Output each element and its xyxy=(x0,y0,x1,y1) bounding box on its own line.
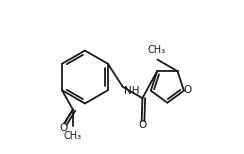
Text: CH₃: CH₃ xyxy=(64,132,82,141)
Text: O: O xyxy=(138,120,147,130)
Text: O: O xyxy=(183,85,191,95)
Text: NH: NH xyxy=(123,86,139,96)
Text: O: O xyxy=(60,123,68,133)
Text: CH₃: CH₃ xyxy=(148,45,166,55)
